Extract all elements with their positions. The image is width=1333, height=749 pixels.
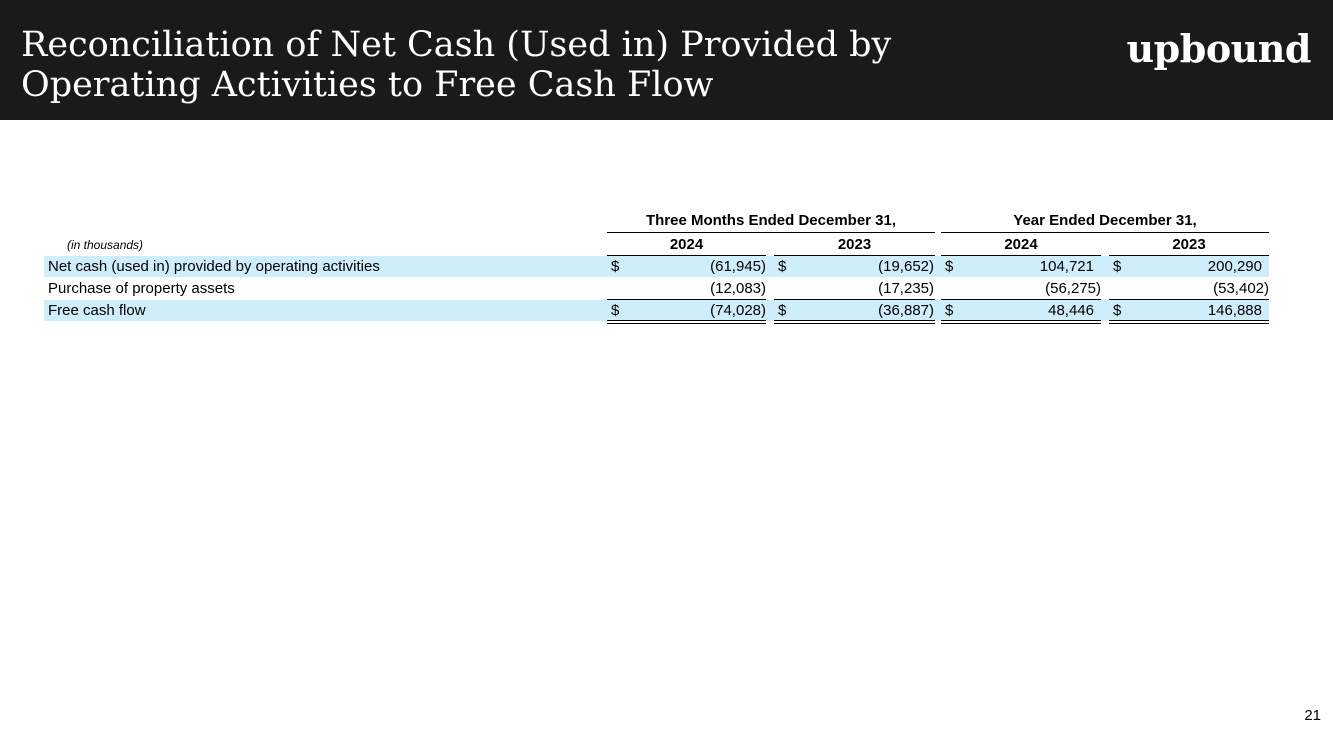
units-note: (in thousands) bbox=[67, 238, 144, 252]
currency-symbol: $ bbox=[611, 302, 620, 319]
value-cell: 146,888 bbox=[1207, 302, 1262, 319]
page-number: 21 bbox=[1304, 707, 1321, 724]
value-cell: (12,083) bbox=[710, 280, 766, 297]
currency-symbol: $ bbox=[611, 258, 620, 275]
subtotal-rule bbox=[941, 299, 1101, 300]
total-double-rule bbox=[1109, 320, 1269, 324]
value-cell: 200,290 bbox=[1207, 258, 1262, 275]
value-cell: (61,945) bbox=[710, 258, 766, 275]
row-label: Free cash flow bbox=[48, 302, 146, 319]
table-row: Net cash (used in) provided by operating… bbox=[44, 256, 1269, 277]
value-cell: 104,721 bbox=[1039, 258, 1094, 275]
currency-symbol: $ bbox=[778, 258, 787, 275]
table-row: Free cash flow $ (74,028) $ (36,887) $ 4… bbox=[44, 300, 1269, 321]
total-double-rule bbox=[607, 320, 766, 324]
total-double-rule bbox=[774, 320, 935, 324]
total-double-rule bbox=[941, 320, 1101, 324]
value-cell: (36,887) bbox=[878, 302, 934, 319]
year-header-y-2023: 2023 bbox=[1109, 236, 1269, 256]
subtotal-rule bbox=[1109, 299, 1269, 300]
year-header-q-2023: 2023 bbox=[774, 236, 935, 256]
currency-symbol: $ bbox=[1113, 258, 1122, 275]
currency-symbol: $ bbox=[945, 258, 954, 275]
value-cell: (19,652) bbox=[878, 258, 934, 275]
currency-symbol: $ bbox=[1113, 302, 1122, 319]
table-row: Purchase of property assets (12,083) (17… bbox=[44, 278, 1269, 299]
value-cell: (56,275) bbox=[1045, 280, 1101, 297]
currency-symbol: $ bbox=[778, 302, 787, 319]
three-months-header: Three Months Ended December 31, bbox=[607, 212, 935, 233]
value-cell: 48,446 bbox=[1048, 302, 1094, 319]
subtotal-rule bbox=[774, 299, 935, 300]
currency-symbol: $ bbox=[945, 302, 954, 319]
upbound-logo: upbound bbox=[1126, 26, 1312, 71]
slide-title: Reconciliation of Net Cash (Used in) Pro… bbox=[21, 25, 892, 105]
slide-header: Reconciliation of Net Cash (Used in) Pro… bbox=[0, 0, 1333, 120]
row-label: Purchase of property assets bbox=[48, 280, 235, 297]
value-cell: (53,402) bbox=[1213, 280, 1269, 297]
year-ended-header: Year Ended December 31, bbox=[941, 212, 1269, 233]
value-cell: (74,028) bbox=[710, 302, 766, 319]
row-label: Net cash (used in) provided by operating… bbox=[48, 258, 380, 275]
year-header-y-2024: 2024 bbox=[941, 236, 1101, 256]
value-cell: (17,235) bbox=[878, 280, 934, 297]
subtotal-rule bbox=[607, 299, 766, 300]
year-header-q-2024: 2024 bbox=[607, 236, 766, 256]
